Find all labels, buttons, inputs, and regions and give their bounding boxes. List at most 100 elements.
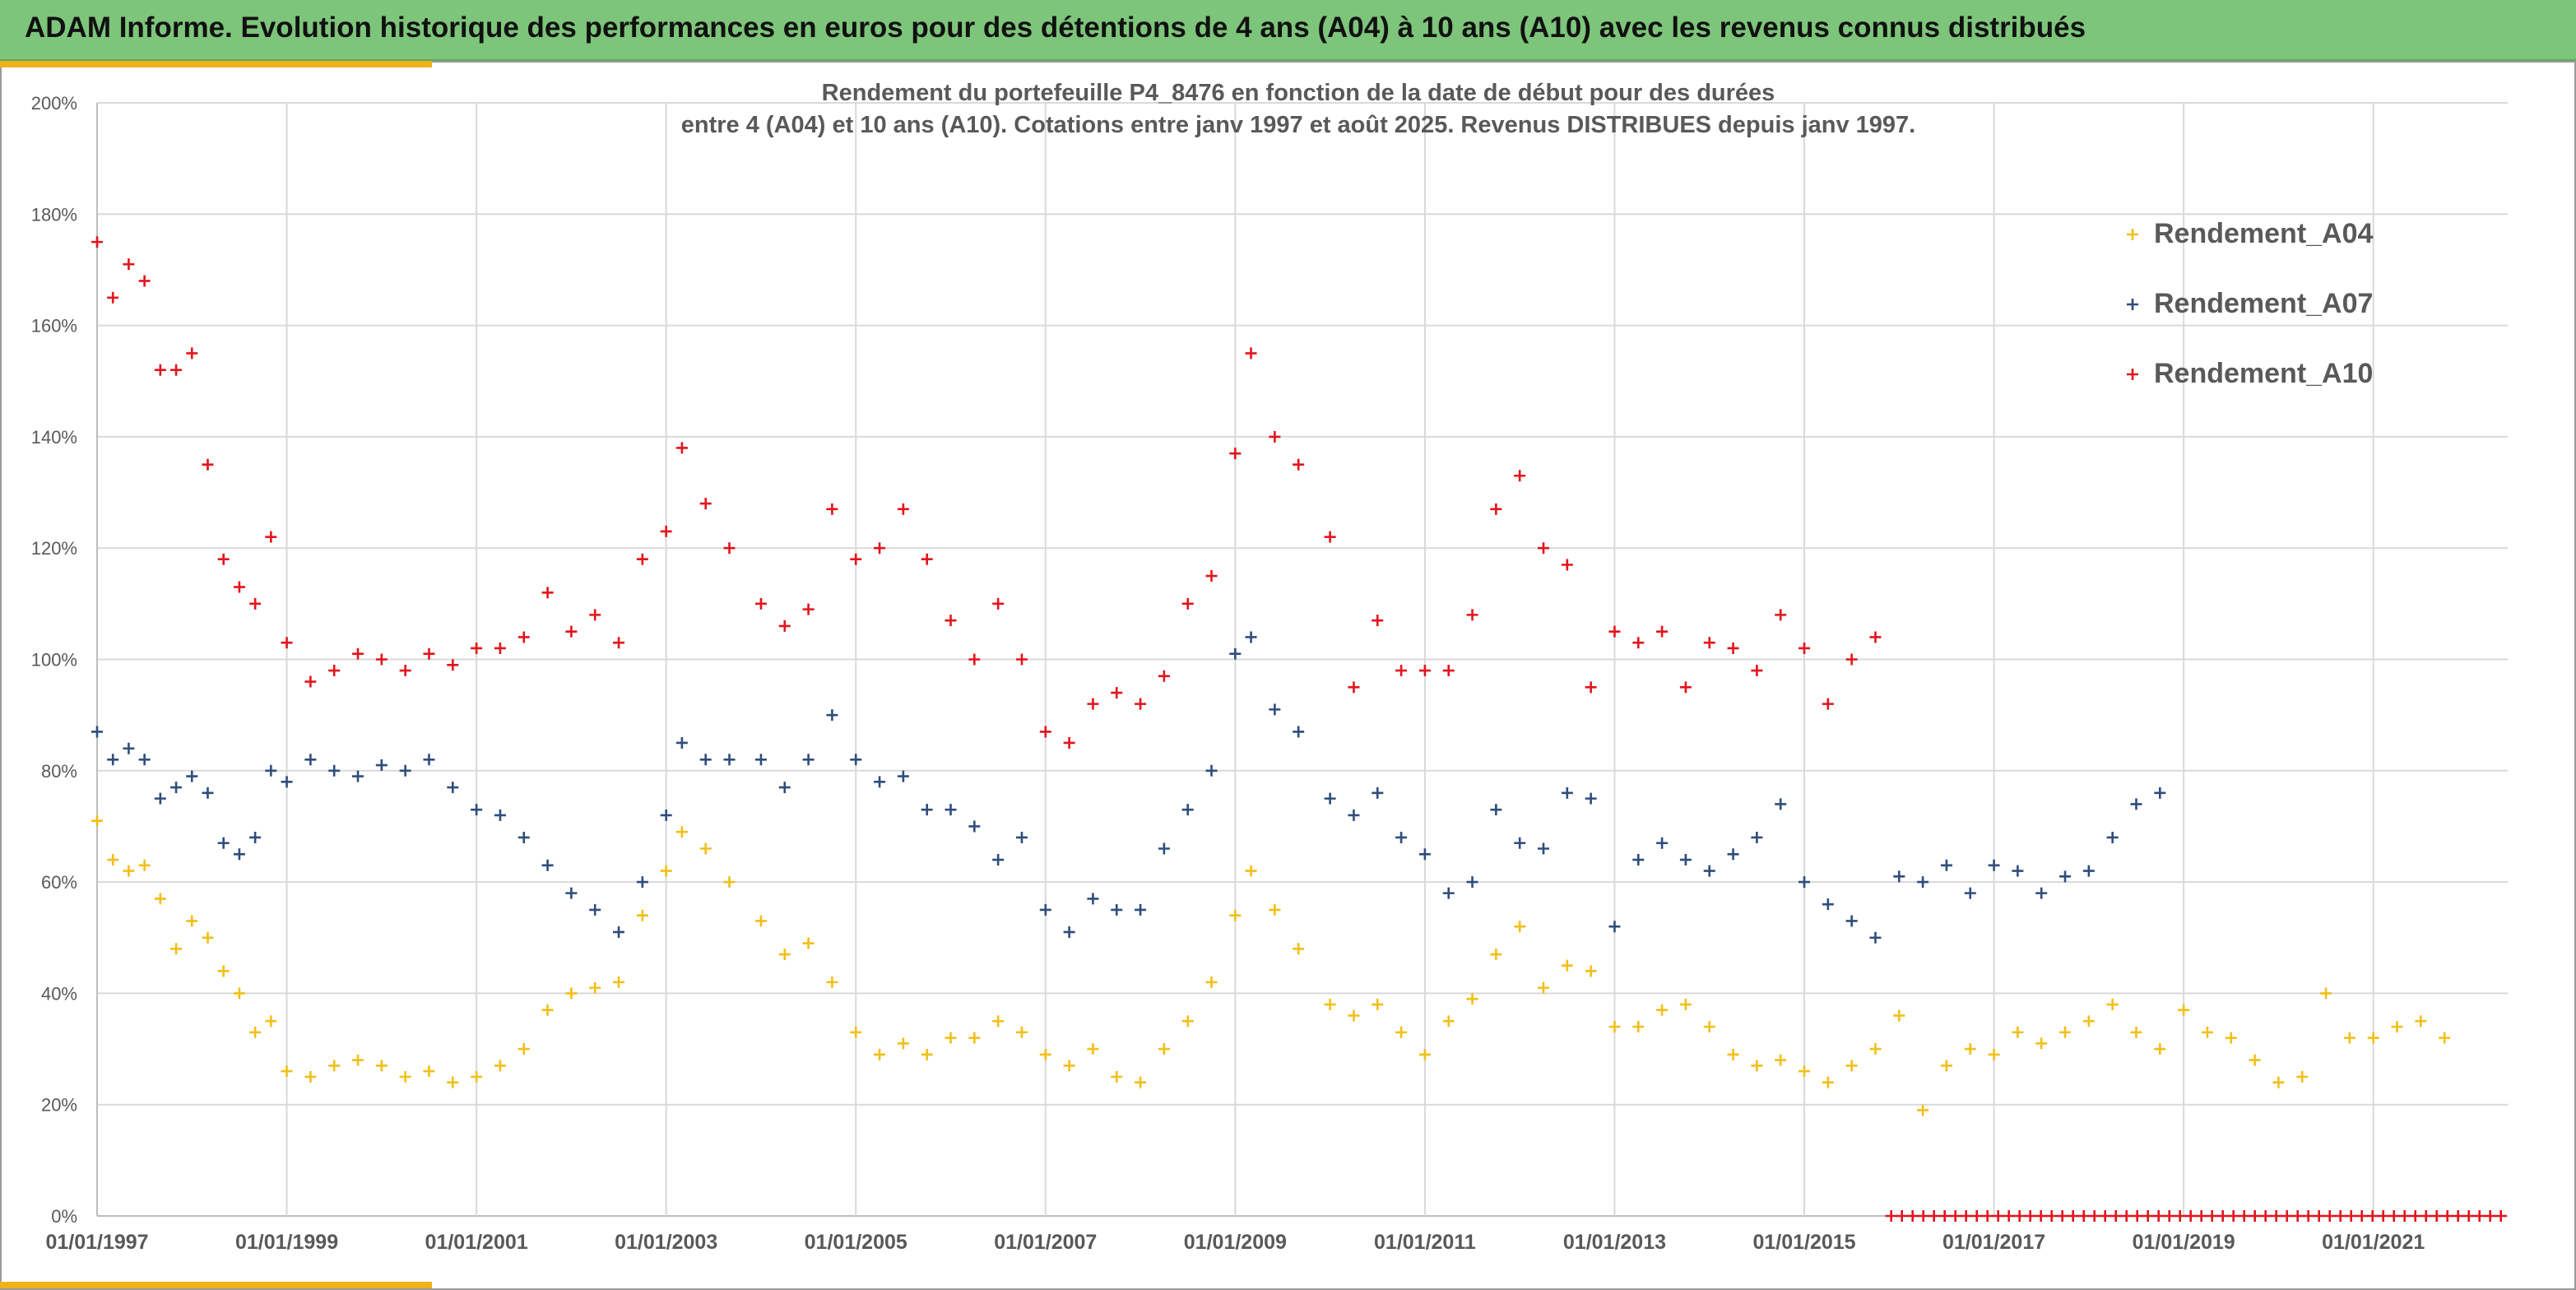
data-point <box>375 653 388 666</box>
zero-band-marker <box>2484 1210 2496 1222</box>
zero-band-marker <box>2174 1210 2186 1222</box>
zero-band-marker <box>2398 1210 2411 1222</box>
data-point <box>897 770 909 782</box>
data-point <box>992 597 1005 610</box>
data-point <box>850 1026 862 1038</box>
data-point <box>123 742 135 754</box>
data-point <box>518 1043 530 1056</box>
data-point <box>1348 681 1360 694</box>
data-point <box>1869 631 1882 643</box>
data-point <box>1063 736 1075 749</box>
zero-band-marker <box>2035 1210 2047 1222</box>
zero-band-marker <box>2323 1210 2336 1222</box>
data-point <box>1799 876 1811 889</box>
data-point <box>874 542 886 555</box>
zero-band-marker <box>2270 1210 2282 1222</box>
data-point <box>399 1070 411 1083</box>
data-point <box>2415 1015 2427 1028</box>
data-point <box>202 458 214 471</box>
data-point <box>1775 798 1787 810</box>
data-point <box>1111 1070 1123 1083</box>
y-tick-label: 180% <box>31 204 77 225</box>
data-point <box>565 987 578 1000</box>
data-point <box>1869 1043 1882 1056</box>
zero-band-marker <box>2441 1210 2453 1222</box>
x-tick-label: 01/01/2001 <box>425 1231 528 1254</box>
x-tick-label: 01/01/2003 <box>615 1231 717 1254</box>
data-point <box>1466 993 1478 1005</box>
data-point <box>1845 653 1858 666</box>
data-point <box>1063 926 1075 938</box>
data-point <box>328 665 341 677</box>
data-point <box>1727 1048 1739 1060</box>
data-point <box>1245 631 1257 643</box>
data-point <box>304 1070 317 1083</box>
data-point <box>850 553 862 565</box>
data-point <box>233 581 245 593</box>
data-point <box>281 637 293 649</box>
x-tick-label: 01/01/2013 <box>1563 1231 1666 1254</box>
data-point <box>1656 1004 1669 1016</box>
data-point <box>802 754 815 766</box>
data-point <box>541 587 554 599</box>
data-point <box>518 831 530 843</box>
zero-band-marker <box>1992 1210 2004 1222</box>
zero-band-marker <box>2003 1210 2015 1222</box>
data-point <box>1293 943 1305 955</box>
series-layer <box>91 236 2507 1222</box>
data-point <box>613 637 625 649</box>
data-point <box>217 965 230 977</box>
zero-band-marker <box>2495 1210 2507 1222</box>
data-point <box>138 754 151 766</box>
zero-band-marker <box>2259 1210 2272 1222</box>
data-point <box>154 893 166 905</box>
data-point <box>921 1048 933 1060</box>
data-point <box>921 804 933 816</box>
legend-label: Rendement_A10 <box>2154 358 2373 389</box>
data-point <box>170 364 183 376</box>
zero-band-marker <box>2366 1210 2379 1222</box>
data-point <box>352 1054 364 1066</box>
data-point <box>660 525 672 537</box>
data-point <box>375 759 388 772</box>
data-point <box>2082 1015 2095 1028</box>
data-point <box>1205 976 1218 988</box>
data-point <box>352 770 364 782</box>
data-point <box>778 619 791 632</box>
data-point <box>494 809 506 821</box>
data-point <box>754 915 767 927</box>
data-point <box>1893 870 1905 883</box>
data-point <box>826 976 838 988</box>
data-point <box>1822 1076 1834 1088</box>
data-point <box>186 347 198 360</box>
y-tick-label: 0% <box>51 1206 77 1227</box>
legend-marker <box>2127 299 2138 310</box>
zero-band-marker <box>2024 1210 2036 1222</box>
data-point <box>170 782 183 794</box>
data-point <box>494 1060 506 1072</box>
data-point <box>265 764 277 777</box>
chart-title: Rendement du portefeuille P4_8476 en fon… <box>822 80 1775 106</box>
zero-band-marker <box>2110 1210 2122 1222</box>
data-point <box>1372 787 1384 799</box>
data-point <box>375 1060 388 1072</box>
data-point <box>186 770 198 782</box>
y-tick-label: 80% <box>41 761 77 782</box>
data-point <box>2225 1032 2237 1044</box>
data-point <box>1324 531 1336 543</box>
data-point <box>1269 703 1281 716</box>
data-point <box>675 826 688 838</box>
data-point <box>1087 893 1099 905</box>
data-point <box>1442 1015 1455 1028</box>
data-point <box>2082 865 2095 877</box>
data-point <box>1015 1026 1028 1038</box>
data-point <box>1514 470 1526 482</box>
data-point <box>91 814 103 827</box>
data-point <box>754 754 767 766</box>
zero-band-marker <box>2462 1210 2475 1222</box>
legend-label: Rendement_A04 <box>2154 218 2374 249</box>
data-point <box>992 1015 1005 1028</box>
data-point <box>423 1065 435 1078</box>
data-point <box>1490 949 1502 961</box>
